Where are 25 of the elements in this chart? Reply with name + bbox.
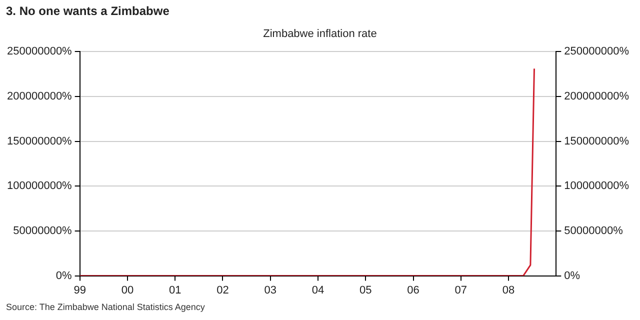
y-tick-label: 250000000%	[6, 46, 72, 58]
x-tick-label: 99	[74, 284, 86, 296]
x-tick-label: 03	[264, 284, 276, 296]
y2-tick-label: 50000000%	[564, 224, 624, 237]
x-tick-label: 08	[502, 284, 515, 296]
x-tick-label: 04	[312, 284, 324, 296]
x-tick-label: 05	[360, 284, 372, 296]
y-tick-label: 200000000%	[6, 90, 72, 102]
x-tick-label: 01	[168, 284, 182, 296]
y2-tick-label: 100000000%	[564, 180, 630, 192]
x-tick-label: 02	[216, 284, 229, 296]
y2-tick-label: 200000000%	[564, 90, 630, 102]
y2-tick-label: 250000000%	[564, 46, 630, 58]
y2-tick-label: 0%	[564, 270, 580, 282]
y-tick-label: 50000000%	[13, 224, 72, 237]
chart-subtitle: Zimbabwe inflation rate	[262, 28, 378, 40]
y-tick-label: 0%	[56, 270, 72, 282]
x-tick-label: 07	[454, 284, 468, 296]
y-tick-label: 150000000%	[6, 135, 72, 148]
y2-tick-label: 150000000%	[564, 135, 630, 148]
chart-title: 3. No one wants a Zimbabwe	[6, 4, 170, 18]
source-note: Source: The Zimbabwe National Statistics Agency	[6, 302, 205, 312]
x-tick-label: 00	[121, 284, 134, 296]
y-tick-label: 100000000%	[6, 180, 72, 192]
x-tick-label: 06	[407, 284, 420, 296]
